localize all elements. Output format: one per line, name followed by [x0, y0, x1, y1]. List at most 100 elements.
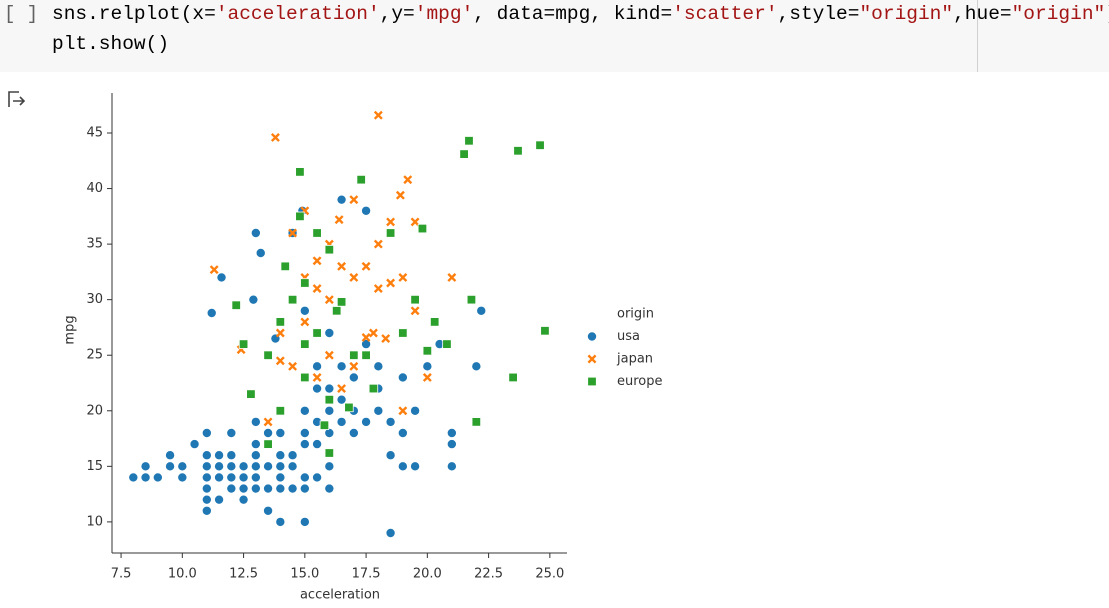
legend-label: usa — [617, 329, 640, 344]
run-button[interactable]: [ ] — [4, 3, 39, 25]
point — [226, 472, 237, 483]
point — [361, 339, 372, 350]
point — [226, 461, 237, 472]
point — [248, 294, 259, 305]
point — [410, 461, 421, 472]
point — [385, 228, 396, 238]
legend-marker — [587, 376, 597, 387]
point — [336, 361, 347, 372]
point — [349, 350, 359, 360]
point — [398, 328, 408, 338]
point — [206, 307, 217, 318]
point — [429, 317, 440, 327]
point — [410, 294, 420, 305]
point — [140, 461, 151, 472]
point — [238, 339, 249, 349]
point — [324, 244, 335, 255]
point — [209, 265, 219, 275]
point — [312, 228, 322, 238]
point — [337, 384, 347, 394]
point — [324, 394, 335, 405]
point — [386, 278, 396, 288]
point — [336, 194, 347, 205]
point — [312, 439, 323, 450]
point — [263, 350, 273, 360]
point — [295, 211, 305, 222]
point — [336, 394, 347, 405]
point — [214, 450, 225, 461]
point — [250, 450, 261, 461]
point — [140, 472, 151, 483]
x-tick-label: 22.5 — [474, 567, 503, 582]
point — [324, 405, 335, 416]
point — [238, 494, 249, 505]
point — [312, 383, 323, 394]
point — [287, 450, 298, 461]
point — [368, 328, 378, 338]
point — [361, 205, 372, 216]
point — [201, 494, 212, 505]
point — [238, 483, 249, 494]
point — [300, 278, 310, 288]
point — [398, 272, 408, 282]
point — [349, 272, 359, 282]
point — [201, 472, 212, 483]
point — [275, 461, 286, 472]
point — [312, 256, 322, 266]
point — [275, 450, 286, 461]
code-token: ) — [1105, 3, 1109, 25]
point — [299, 305, 310, 316]
code-token: "origin" — [1011, 3, 1106, 25]
point — [373, 361, 384, 372]
point — [275, 483, 286, 494]
point — [201, 483, 212, 494]
point — [299, 516, 310, 527]
point — [398, 406, 408, 416]
code-token: "origin" — [859, 3, 954, 25]
point — [288, 228, 298, 238]
point — [201, 461, 212, 472]
point — [299, 439, 310, 450]
point — [319, 420, 330, 430]
point — [442, 339, 452, 349]
point — [255, 247, 266, 258]
point — [540, 326, 550, 336]
point — [373, 405, 384, 416]
point — [422, 346, 433, 356]
point — [446, 439, 457, 450]
point — [275, 317, 286, 327]
point — [348, 372, 359, 383]
point — [226, 427, 237, 438]
point — [263, 439, 273, 449]
point — [287, 461, 298, 472]
point — [447, 272, 457, 282]
point — [312, 361, 323, 372]
code-token: 'acceleration' — [215, 3, 380, 25]
point — [275, 406, 286, 416]
point — [334, 215, 344, 225]
point — [471, 361, 482, 372]
point — [299, 483, 310, 494]
point — [368, 383, 379, 394]
y-tick-label: 30 — [86, 292, 103, 307]
point — [214, 494, 225, 505]
point — [287, 483, 298, 494]
point — [324, 295, 334, 305]
point — [250, 439, 261, 450]
x-tick-label: 12.5 — [229, 567, 258, 582]
point — [250, 227, 261, 238]
point — [300, 339, 310, 349]
code-cell[interactable]: [ ] sns.relplot(x='acceleration',y='mpg'… — [0, 0, 1109, 72]
point — [324, 448, 335, 458]
point — [263, 427, 274, 438]
point — [275, 328, 285, 338]
y-tick-label: 20 — [86, 403, 103, 418]
point — [214, 461, 225, 472]
point — [263, 461, 274, 472]
point — [312, 284, 322, 294]
point — [287, 294, 298, 305]
point — [356, 174, 366, 185]
point — [385, 416, 396, 427]
point — [238, 461, 249, 472]
